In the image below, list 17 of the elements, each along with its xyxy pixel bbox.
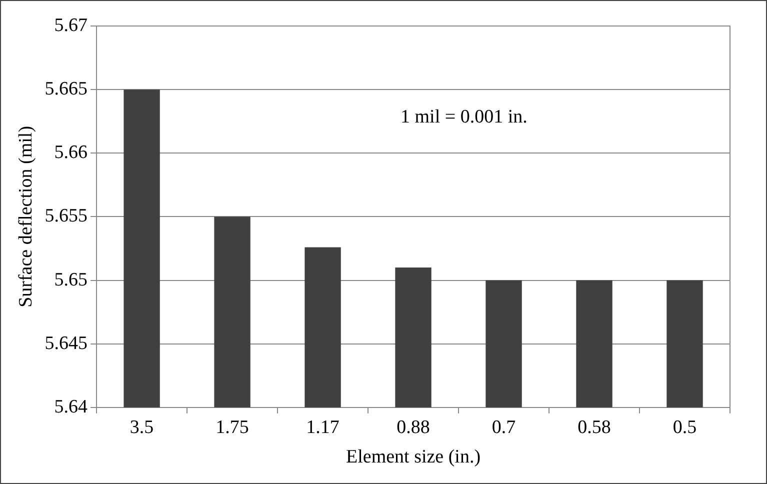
y-tick-label: 5.645 bbox=[44, 332, 88, 354]
x-tick-label: 0.7 bbox=[492, 416, 516, 438]
x-tick-label: 1.17 bbox=[306, 416, 340, 438]
y-tick-label: 5.655 bbox=[44, 206, 88, 227]
y-tick-label: 5.65 bbox=[54, 269, 88, 290]
y-tick-label: 5.66 bbox=[54, 142, 88, 164]
x-tick-label: 0.58 bbox=[578, 416, 611, 438]
y-axis-title: Surface deflection (mil) bbox=[15, 126, 36, 308]
y-tick-label: 5.64 bbox=[54, 396, 88, 418]
x-tick-label: 0.88 bbox=[396, 416, 430, 438]
y-tick-label: 5.665 bbox=[44, 78, 88, 100]
x-tick-label: 0.5 bbox=[672, 416, 697, 438]
x-tick-label: 3.5 bbox=[130, 416, 154, 438]
x-tick-label: 1.75 bbox=[216, 416, 249, 438]
y-tick-label: 5.67 bbox=[54, 14, 88, 36]
x-axis-title: Element size (in.) bbox=[346, 446, 481, 468]
annotation: 1 mil = 0.001 in. bbox=[400, 106, 528, 128]
